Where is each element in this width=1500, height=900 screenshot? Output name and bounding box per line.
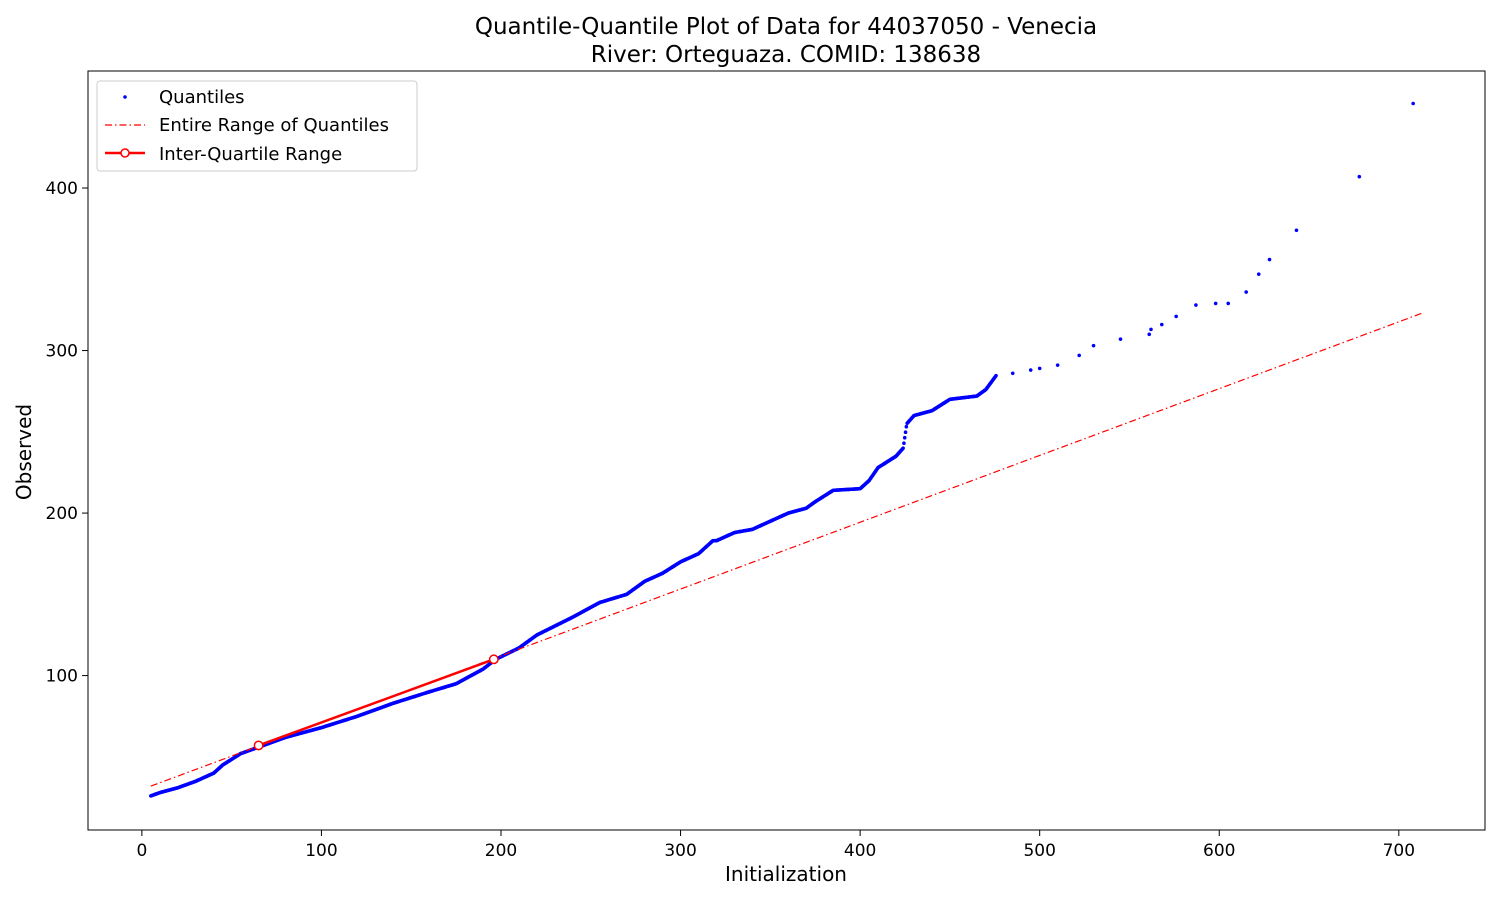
quantile-point	[1091, 343, 1096, 348]
series-quantiles	[149, 101, 1415, 798]
quantile-point	[1174, 314, 1178, 319]
y-axis-label: Observed	[12, 404, 36, 500]
legend-entire-range-label: Entire Range of Quantiles	[159, 115, 389, 136]
x-tick-label: 400	[844, 841, 876, 861]
x-tick-label: 200	[485, 841, 517, 861]
chart-subtitle: River: Orteguaza. COMID: 138638	[591, 42, 981, 68]
chart-title: Quantile-Quantile Plot of Data for 44037…	[475, 14, 1097, 40]
quantile-point	[1226, 301, 1231, 306]
quantile-point	[1213, 301, 1218, 306]
quantile-point	[1147, 332, 1152, 337]
x-axis-label: Initialization	[725, 862, 847, 886]
quantile-point	[1244, 290, 1248, 294]
quantile-point	[994, 373, 998, 378]
quantile-point	[902, 435, 907, 440]
legend-iqr-label: Inter-Quartile Range	[159, 144, 342, 165]
x-tick-label: 500	[1023, 841, 1055, 861]
iqr-marker	[488, 654, 499, 665]
quantile-point	[1159, 322, 1164, 327]
x-tick-label: 0	[136, 841, 147, 861]
x-tick-label: 700	[1383, 841, 1415, 861]
legend-quantiles-label: Quantiles	[159, 87, 245, 108]
y-tick-label: 200	[46, 504, 78, 524]
quantile-point	[1149, 327, 1153, 332]
iqr-line	[258, 658, 495, 747]
y-tick-label: 300	[46, 342, 78, 362]
quantile-point	[901, 446, 905, 450]
quantile-point	[1411, 101, 1415, 106]
x-tick-label: 600	[1203, 841, 1235, 861]
x-tick-label: 300	[664, 841, 696, 861]
quantile-point	[903, 430, 908, 435]
quantile-point	[1267, 257, 1272, 262]
legend-quantiles-marker	[123, 95, 127, 99]
iqr-marker	[253, 740, 264, 751]
legend-iqr-marker	[120, 148, 130, 158]
quantile-point	[1357, 174, 1362, 179]
quantile-point	[1256, 272, 1261, 276]
quantile-point	[902, 441, 906, 445]
axes-frame	[87, 70, 1486, 831]
axes: 0 100 200 300 400 500 600 700 100 200 300 400	[46, 70, 1486, 861]
quantile-point	[1194, 303, 1198, 307]
legend: Quantiles Entire Range of Quantiles Inte…	[96, 80, 418, 172]
quantile-point	[1037, 366, 1042, 371]
quantile-point	[904, 424, 909, 429]
legend-box	[96, 80, 418, 172]
quantile-point	[1055, 363, 1060, 367]
quantile-point	[1118, 337, 1123, 341]
plot-area	[149, 101, 1423, 798]
y-tick-label: 400	[46, 179, 78, 199]
x-tick-label: 100	[305, 841, 337, 861]
quantile-point	[1010, 371, 1015, 376]
y-tick-label: 100	[46, 667, 78, 687]
entire-range-line	[150, 312, 1423, 787]
quantile-point	[1294, 228, 1299, 233]
quantile-point	[1077, 353, 1081, 358]
quantile-point	[1028, 368, 1033, 372]
